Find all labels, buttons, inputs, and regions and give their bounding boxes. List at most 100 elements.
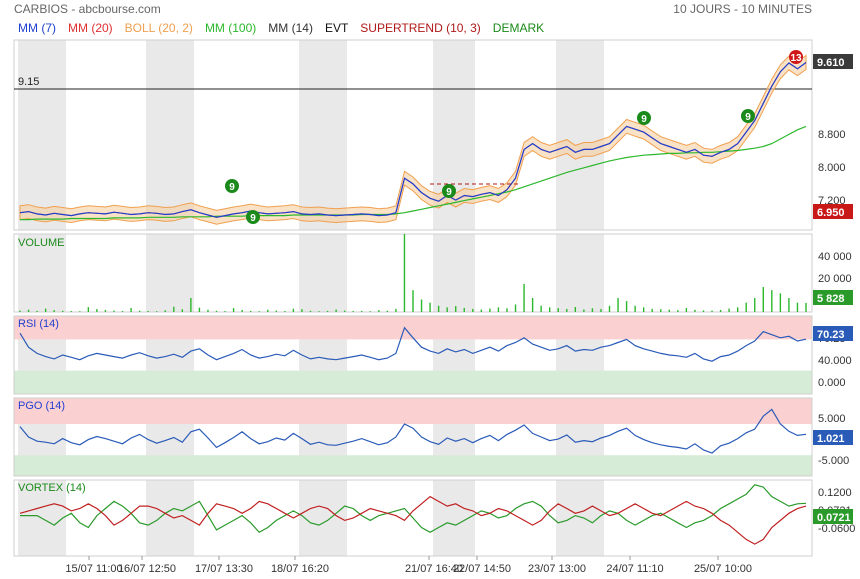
legend-item-0: MM (7) (18, 21, 56, 35)
day-shade (299, 480, 347, 556)
rsi-oversold-zone (14, 370, 812, 394)
day-shade (556, 316, 604, 394)
day-shade (299, 316, 347, 394)
legend-item-3: MM (100) (204, 21, 257, 35)
day-shade (146, 398, 194, 476)
price-last-badge (813, 54, 853, 69)
volume-tick-label: 40 000 (818, 251, 852, 263)
day-shade (299, 398, 347, 476)
panel-frame (13, 233, 813, 313)
pgo-tick-label: 5.000 (818, 413, 846, 425)
pgo-title: PGO (14) (18, 400, 65, 412)
pgo-last-badge (813, 430, 853, 445)
x-tick-label: 23/07 13:00 (528, 563, 586, 575)
rsi-overbought-zone (14, 316, 812, 340)
day-shade (433, 234, 475, 312)
mm100-line (20, 125, 807, 221)
day-shade (556, 40, 604, 230)
demark-marker (789, 50, 803, 64)
chart-header: CARBIOS - abcbourse.com 10 JOURS - 10 MI… (0, 0, 860, 18)
legend-item-7: DEMARK (492, 21, 545, 35)
panel-frame (13, 397, 813, 477)
day-shade (556, 234, 604, 312)
x-tick-label: 16/07 12:50 (118, 563, 176, 575)
price-line (19, 62, 807, 218)
price-low-badge (813, 204, 853, 219)
volume-last-badge (813, 290, 853, 305)
demark-marker (741, 109, 755, 123)
demark-marker-label: 13 (790, 53, 802, 64)
volume-last-badge-label: 5 828 (817, 293, 845, 305)
price-low-badge-label: 6.950 (817, 207, 845, 219)
bollinger-band (19, 54, 807, 225)
legend-item-4: MM (14) (268, 21, 313, 35)
x-tick-label: 18/07 16:20 (271, 563, 329, 575)
day-shade (146, 40, 194, 230)
chart-title: CARBIOS - abcbourse.com (14, 2, 161, 16)
demark-marker-label: 9 (229, 182, 235, 193)
day-shade (18, 480, 66, 556)
volume-tick-label: 20 000 (818, 273, 852, 285)
demark-marker-label: 9 (250, 213, 256, 224)
day-shade (556, 480, 604, 556)
chart-period: 10 JOURS - 10 MINUTES (673, 2, 812, 16)
day-shade (299, 234, 347, 312)
demark-marker (246, 210, 260, 224)
day-shade (299, 40, 347, 230)
vortex-line-1 (19, 495, 807, 545)
day-shade (146, 316, 194, 394)
panel-frame (13, 479, 813, 557)
x-tick-label: 22/07 14:50 (453, 563, 511, 575)
volume-tick-label: 0 (818, 295, 824, 307)
vortex-last-badge-label: 0.0721 (817, 512, 851, 524)
rsi-tick-label: 0.000 (818, 377, 846, 389)
panel-frame (13, 39, 813, 231)
demark-marker-label: 9 (745, 112, 751, 123)
price-tick-label: 8.000 (818, 162, 846, 174)
day-shade (18, 40, 66, 230)
x-tick-label: 21/07 16:40 (405, 563, 463, 575)
demark-marker-label: 9 (641, 114, 647, 125)
demark-marker (637, 111, 651, 125)
mm20-line (19, 62, 807, 218)
price-tick-label: 7.200 (818, 195, 846, 207)
demark-marker-label: 9 (446, 187, 452, 198)
day-shade (18, 234, 66, 312)
x-tick-label: 17/07 13:30 (195, 563, 253, 575)
legend-item-1: MM (20) (68, 21, 113, 35)
rsi-line (19, 326, 807, 362)
day-shade (433, 40, 475, 230)
evt-level-label: 9.15 (18, 76, 39, 88)
price-tick-label: 8.800 (818, 129, 846, 141)
legend-item-5: EVT (324, 21, 349, 35)
day-shade (18, 316, 66, 394)
rsi-tick-label: 40.000 (818, 355, 852, 367)
vortex-title: VORTEX (14) (18, 482, 86, 494)
day-shade (556, 398, 604, 476)
day-shade (18, 398, 66, 476)
vortex-line-0 (20, 484, 807, 534)
day-shade (433, 480, 475, 556)
legend-item-6: SUPERTREND (10, 3) (360, 21, 481, 35)
pgo-tick-label: 1.021 (818, 434, 846, 446)
pgo-upper-zone (14, 398, 812, 424)
vortex-last-badge (813, 509, 853, 524)
legend-item-2: BOLL (20, 2) (124, 21, 193, 35)
indicator-legend: MM (7) MM (20) BOLL (20, 2) MM (100) MM (14)… (18, 21, 556, 35)
volume-title: VOLUME (18, 237, 64, 249)
vortex-tick-label: 0.1200 (818, 487, 852, 499)
x-tick-label: 25/07 10:00 (694, 563, 752, 575)
panel-frame (13, 315, 813, 395)
pgo-tick-label: -5.000 (818, 455, 849, 467)
rsi-last-badge (813, 326, 853, 341)
pgo-line (19, 408, 807, 454)
day-shade (146, 234, 194, 312)
pgo-lower-zone (14, 455, 812, 476)
demark-marker (225, 179, 239, 193)
x-tick-label: 24/07 11:10 (606, 563, 663, 575)
day-shade (433, 316, 475, 394)
vortex-tick-label: -0.0600 (818, 523, 855, 535)
demark-marker (442, 184, 456, 198)
day-shade (146, 480, 194, 556)
